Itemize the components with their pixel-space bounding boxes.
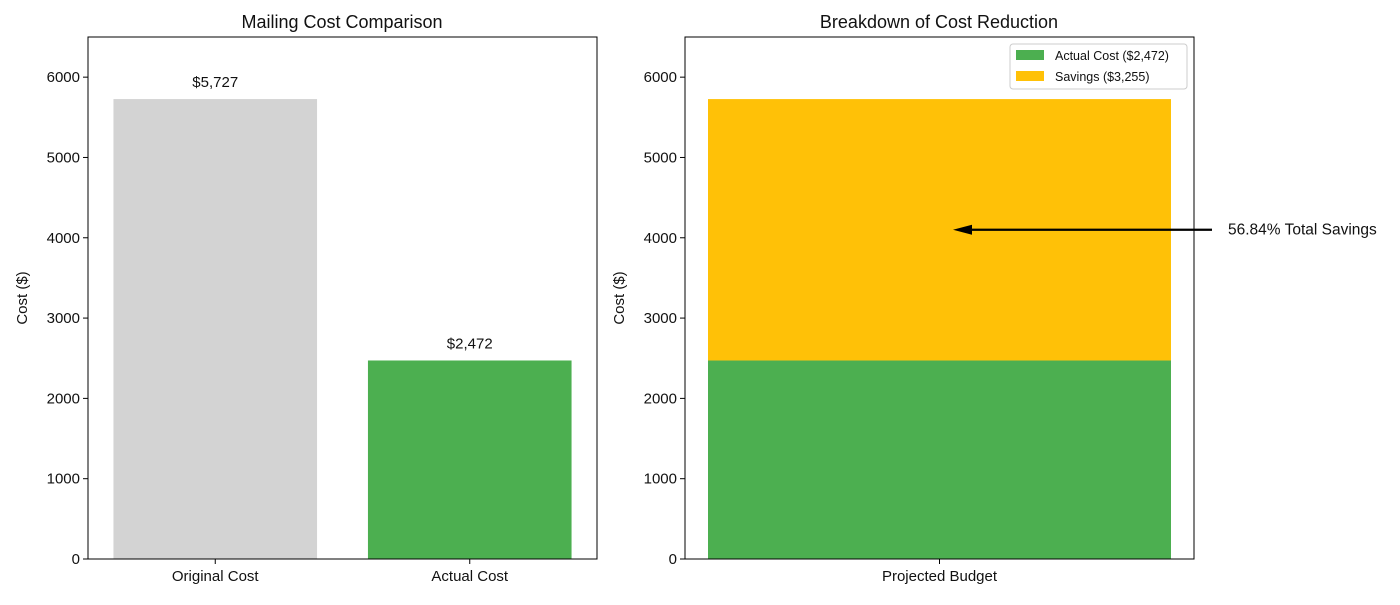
legend-label-savings: Savings ($3,255) [1055, 70, 1150, 84]
y-tick-label: 4000 [47, 230, 80, 247]
chart-breakdown-of-cost-reduction: Breakdown of Cost Reduction Cost ($) Pro… [611, 12, 1377, 585]
data-label: $5,727 [192, 74, 238, 91]
y-tick-label: 0 [72, 551, 80, 568]
y-tick-label: 6000 [47, 69, 80, 86]
y-tick-label: 5000 [644, 149, 677, 166]
data-label: $2,472 [447, 335, 493, 352]
chart-mailing-cost-comparison: Mailing Cost Comparison Cost ($) $5,727 O… [14, 12, 598, 585]
y-tick-label: 2000 [644, 390, 677, 407]
bar-segment-actual-cost [708, 360, 1171, 559]
annotation-text: 56.84% Total Savings [1228, 222, 1377, 239]
x-tick-label: Projected Budget [882, 568, 998, 585]
plot-frame [87, 36, 598, 560]
y-tick-label: 3000 [47, 310, 80, 327]
y-tick-label: 1000 [644, 471, 677, 488]
legend-label-actual-cost: Actual Cost ($2,472) [1055, 49, 1169, 63]
legend-swatch-savings [1016, 71, 1044, 81]
x-tick-label: Actual Cost [431, 568, 509, 585]
y-tick-label: 2000 [47, 390, 80, 407]
y-tick-label: 0 [669, 551, 677, 568]
plot-frame [684, 36, 1195, 560]
chart-title: Mailing Cost Comparison [241, 12, 442, 32]
legend-box [1009, 43, 1188, 90]
arrow-head-icon [953, 224, 972, 235]
annotation: 56.84% Total Savings [953, 222, 1377, 239]
x-tick-label: Original Cost [172, 568, 260, 585]
y-tick-label: 3000 [644, 310, 677, 327]
bar-original-cost [113, 99, 318, 559]
chart-title: Breakdown of Cost Reduction [820, 12, 1058, 32]
legend-swatch-actual-cost [1016, 50, 1044, 60]
y-tick-label: 1000 [47, 471, 80, 488]
y-axis-label: Cost ($) [14, 271, 31, 324]
y-axis-label: Cost ($) [611, 271, 628, 324]
y-tick-label: 6000 [644, 69, 677, 86]
legend: Actual Cost ($2,472) Savings ($3,255) [1009, 43, 1188, 90]
bar-actual-cost [367, 360, 572, 559]
y-tick-label: 4000 [644, 230, 677, 247]
y-tick-label: 5000 [47, 149, 80, 166]
